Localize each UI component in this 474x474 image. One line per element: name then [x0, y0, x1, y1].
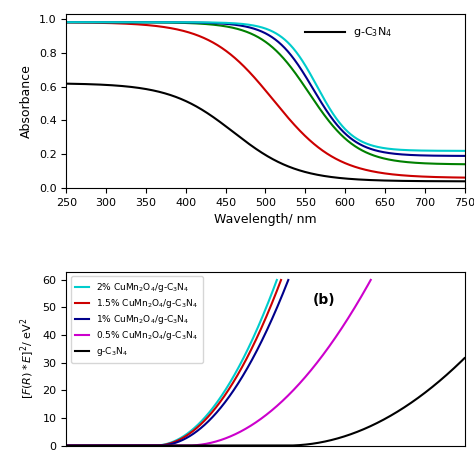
- Legend: 2% CuMn$_2$O$_4$/g-C$_3$N$_4$, 1.5% CuMn$_2$O$_4$/g-C$_3$N$_4$, 1% CuMn$_2$O$_4$: 2% CuMn$_2$O$_4$/g-C$_3$N$_4$, 1.5% CuMn…: [71, 276, 203, 363]
- Text: (b): (b): [313, 292, 336, 307]
- X-axis label: Wavelength/ nm: Wavelength/ nm: [214, 213, 317, 227]
- Text: g-C$_3$N$_4$: g-C$_3$N$_4$: [353, 26, 392, 39]
- Y-axis label: $[F(R)*E]^2$/ eV$^2$: $[F(R)*E]^2$/ eV$^2$: [18, 318, 37, 400]
- Y-axis label: Absorbance: Absorbance: [20, 64, 33, 138]
